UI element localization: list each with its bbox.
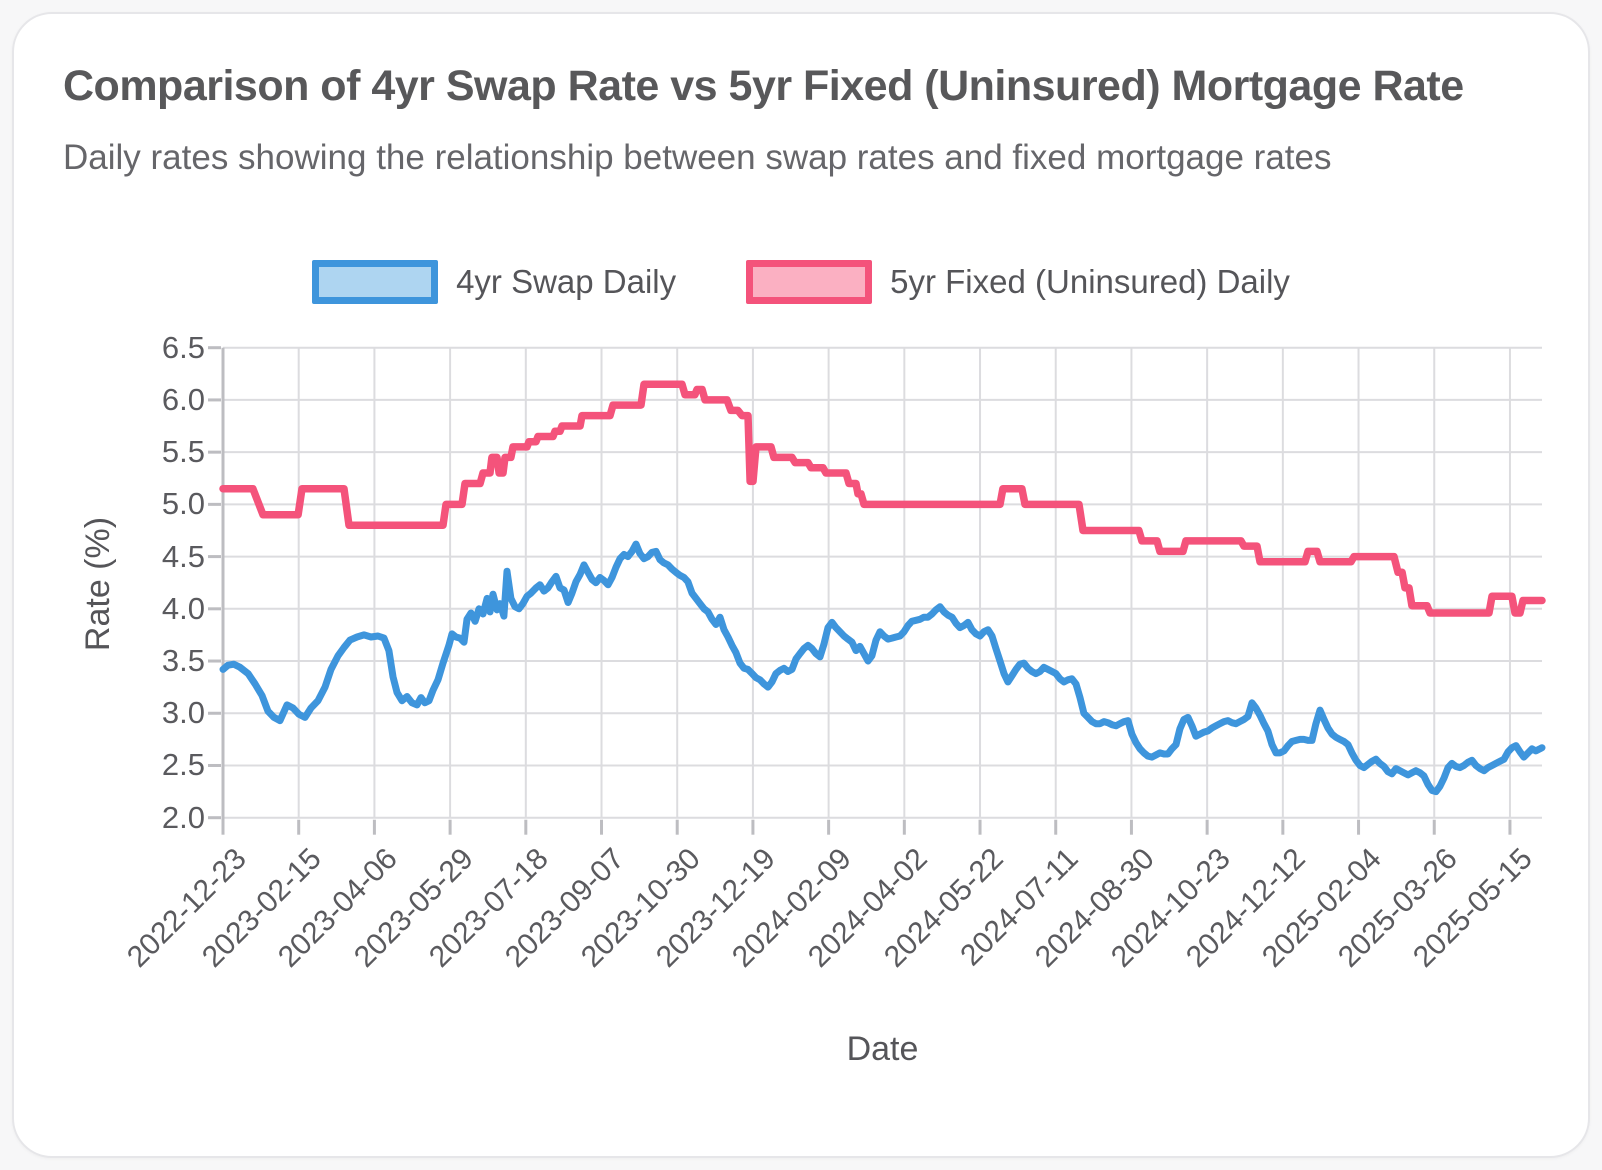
- y-tick-label: 2.5: [161, 747, 205, 783]
- y-tick-label: 5.5: [161, 434, 205, 470]
- swap-legend-swatch: [312, 260, 439, 304]
- y-tick-label: 2.0: [161, 799, 205, 835]
- chart-card: [12, 12, 1590, 1158]
- y-tick-label: 3.0: [161, 695, 205, 731]
- y-tick-label: 3.5: [161, 643, 205, 679]
- y-tick-label: 6.5: [161, 329, 205, 365]
- y-tick-label: 6.0: [161, 381, 205, 417]
- y-tick-label: 4.5: [161, 538, 205, 574]
- legend-item-fixed: 5yr Fixed (Uninsured) Daily: [746, 260, 1290, 304]
- y-axis-title: Rate (%): [79, 516, 117, 652]
- y-tick-label: 4.0: [161, 590, 205, 626]
- fixed-legend-label: 5yr Fixed (Uninsured) Daily: [890, 263, 1290, 300]
- chart-subtitle: Daily rates showing the relationship bet…: [63, 138, 1332, 177]
- y-tick-label: 5.0: [161, 486, 205, 522]
- legend: 4yr Swap Daily 5yr Fixed (Uninsured) Dai…: [0, 260, 1602, 304]
- swap-legend-label: 4yr Swap Daily: [456, 263, 677, 300]
- fixed-legend-swatch: [746, 260, 873, 304]
- chart-title: Comparison of 4yr Swap Rate vs 5yr Fixed…: [63, 62, 1464, 110]
- x-axis-title: Date: [846, 1030, 919, 1068]
- legend-item-swap: 4yr Swap Daily: [312, 260, 676, 304]
